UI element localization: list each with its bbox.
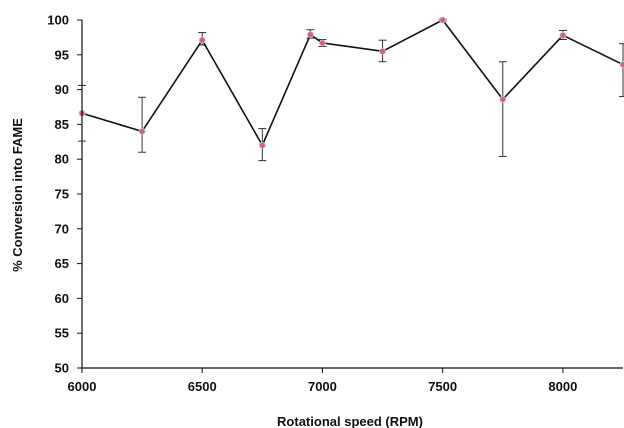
- y-tick-label: 50: [55, 361, 69, 376]
- error-bar: [619, 43, 624, 98]
- data-point: [319, 39, 326, 47]
- data-point: [439, 16, 447, 24]
- data-point: [379, 47, 386, 55]
- axes: [81, 20, 623, 369]
- data-point: [619, 61, 624, 68]
- x-tick-label: 6000: [68, 379, 97, 394]
- x-axis-title: Rotational speed (RPM): [277, 414, 423, 428]
- y-tick-label: 95: [55, 47, 69, 62]
- data-point: [258, 141, 266, 149]
- x-axis-ticks: 6000 6500 7000 7500 8000: [68, 368, 577, 394]
- data-point: [499, 95, 507, 103]
- data-markers: [78, 16, 624, 149]
- x-tick-label: 8000: [548, 379, 577, 394]
- y-tick-label: 90: [55, 82, 69, 97]
- y-tick-label: 55: [55, 326, 69, 341]
- x-tick-label: 6500: [188, 379, 217, 394]
- data-point: [559, 31, 567, 39]
- error-bar: [138, 96, 147, 153]
- y-tick-label: 60: [55, 291, 69, 306]
- y-tick-label: 85: [55, 117, 69, 132]
- error-bars: [78, 18, 624, 162]
- y-tick-label: 100: [47, 13, 69, 28]
- error-bar: [498, 61, 507, 157]
- y-tick-label: 75: [55, 187, 69, 202]
- y-tick-label: 65: [55, 256, 69, 271]
- x-tick-label: 7500: [428, 379, 457, 394]
- series-lines: [81, 19, 624, 147]
- data-point: [198, 36, 206, 44]
- y-axis-ticks: 50 55 60 65 70 75 80 85 90 95 100: [47, 13, 82, 376]
- series-line: [81, 19, 624, 147]
- data-point: [307, 31, 314, 39]
- y-axis-title: % Conversion into FAME: [10, 118, 25, 272]
- x-tick-label: 7000: [308, 379, 337, 394]
- y-tick-label: 80: [55, 152, 69, 167]
- y-tick-label: 70: [55, 221, 69, 236]
- data-point: [138, 127, 146, 135]
